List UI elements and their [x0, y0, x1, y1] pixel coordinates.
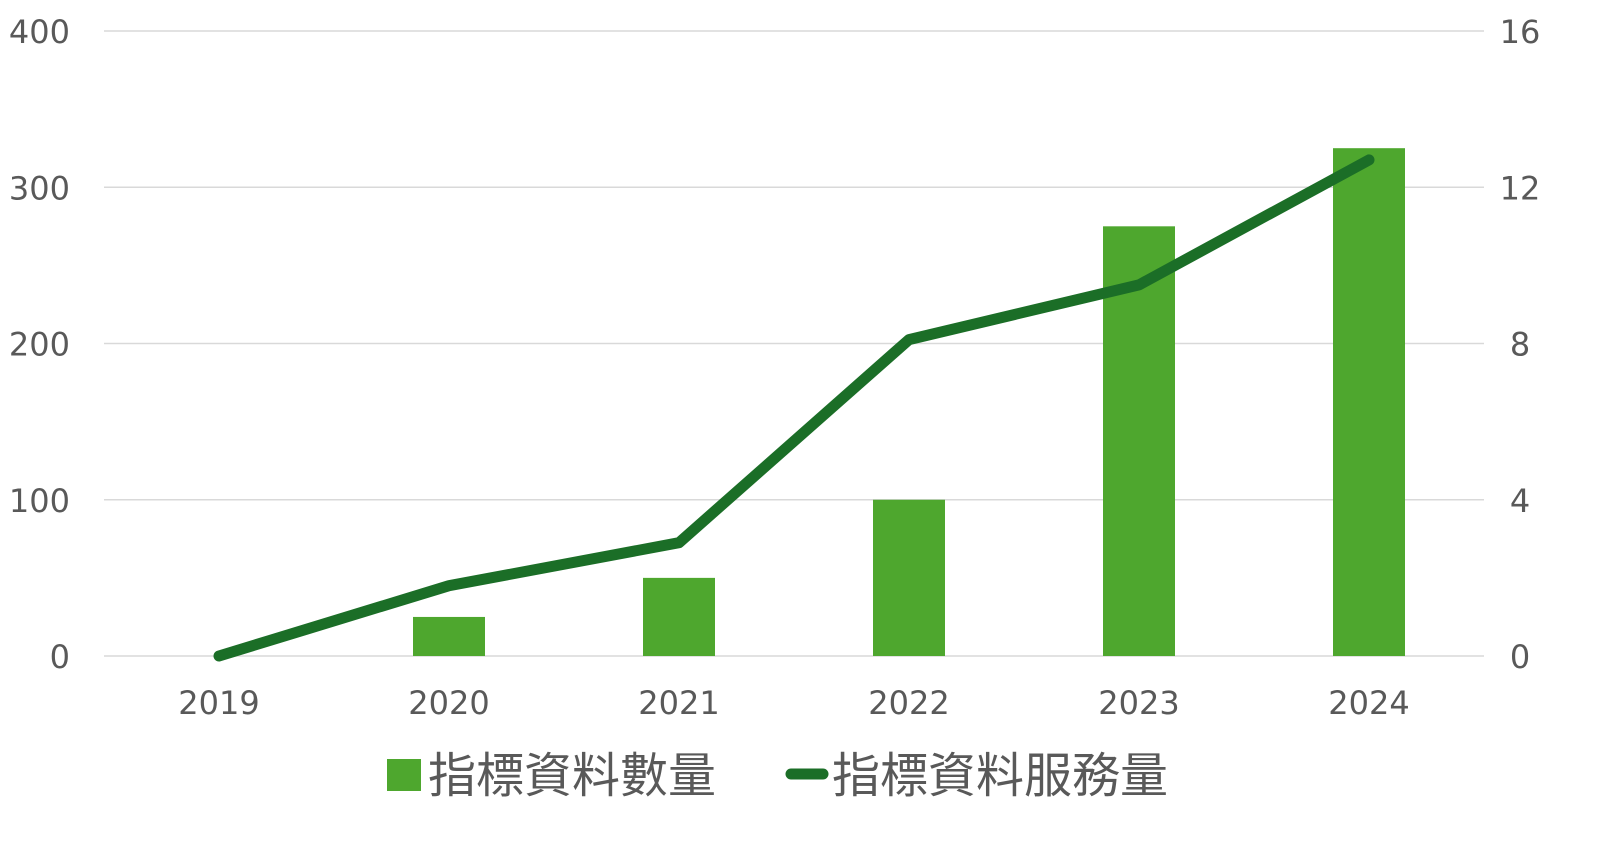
left-axis: 0 100 200 300 400	[9, 13, 70, 676]
legend-bar-swatch	[387, 759, 421, 791]
legend-line-label: 指標資料服務量	[832, 748, 1168, 804]
right-axis-tick-label: 8	[1510, 326, 1530, 364]
x-axis-tick-label: 2022	[868, 684, 949, 722]
series-line	[213, 154, 1375, 662]
right-axis-tick-label: 4	[1510, 482, 1530, 520]
x-axis-tick-label: 2020	[408, 684, 489, 722]
x-axis-tick-label: 2019	[178, 684, 259, 722]
left-axis-tick-label: 0	[50, 638, 70, 676]
line-series	[213, 154, 1375, 662]
x-axis-tick-label: 2024	[1328, 684, 1409, 722]
left-axis-tick-label: 200	[9, 326, 70, 364]
left-axis-tick-label: 400	[9, 13, 70, 51]
bar-series	[413, 148, 1405, 656]
right-axis-tick-label: 12	[1500, 169, 1541, 207]
left-axis-tick-label: 300	[9, 169, 70, 207]
legend-bar-label: 指標資料數量	[428, 748, 716, 804]
legend: 指標資料數量 指標資料服務量	[387, 748, 1168, 804]
right-axis-tick-label: 0	[1510, 638, 1530, 676]
bar	[873, 499, 945, 656]
bar	[1103, 226, 1175, 656]
x-axis-tick-label: 2021	[638, 684, 719, 722]
bar	[413, 616, 485, 656]
bar	[1333, 148, 1405, 656]
right-axis: 0 4 8 12 16	[1500, 13, 1541, 676]
right-axis-tick-label: 16	[1500, 13, 1541, 51]
x-axis: 2019 2020 2021 2022 2023 2024	[178, 684, 1409, 722]
grid-lines	[104, 30, 1484, 657]
x-axis-tick-label: 2023	[1098, 684, 1179, 722]
bar	[643, 577, 715, 656]
left-axis-tick-label: 100	[9, 482, 70, 520]
